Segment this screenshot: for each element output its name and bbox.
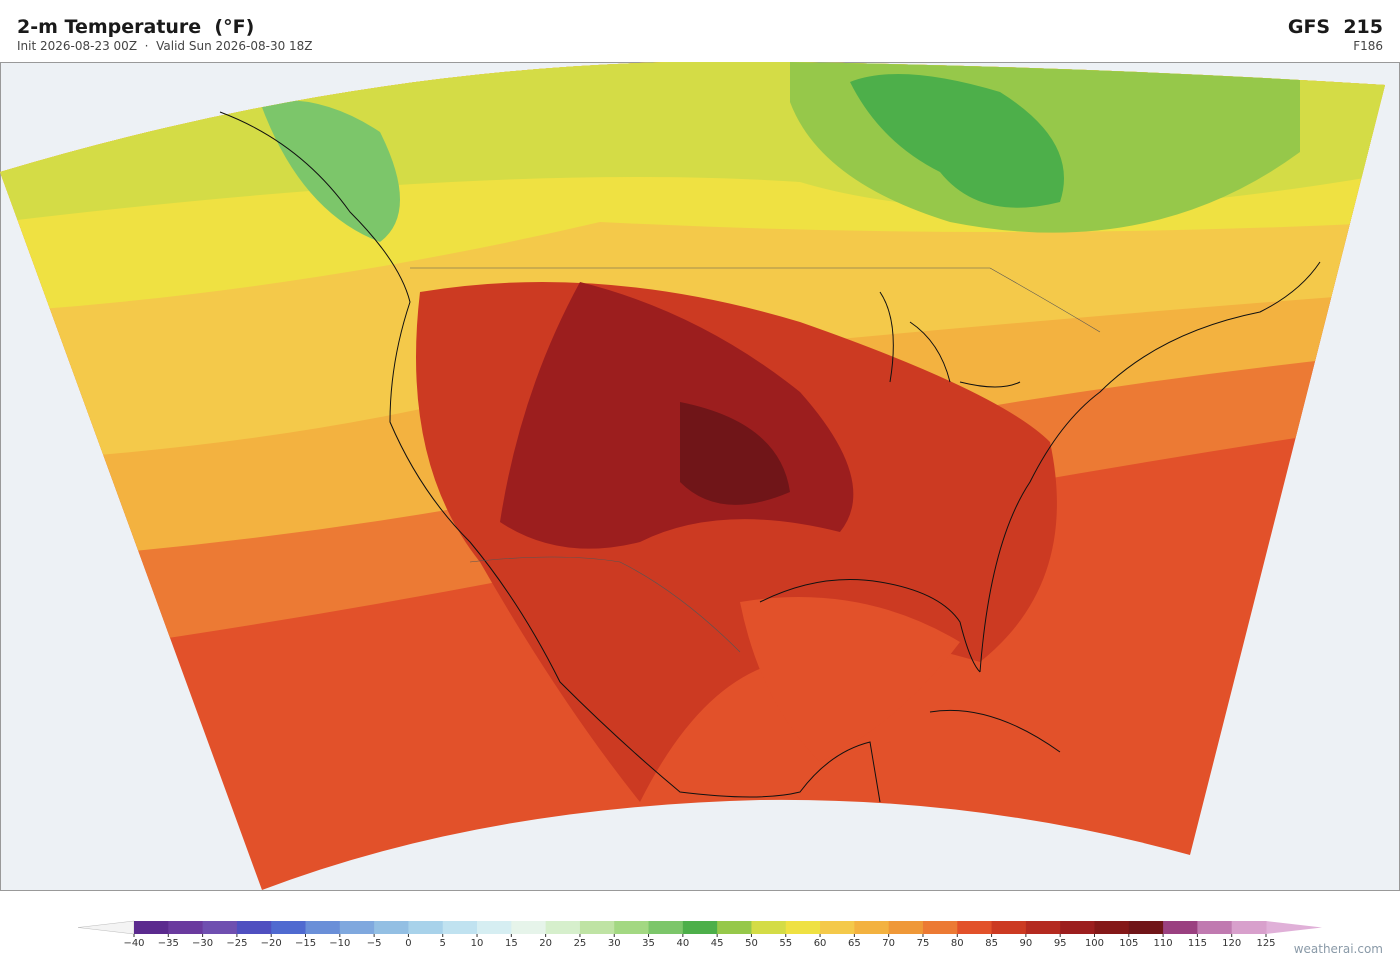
colorbar-segment [168, 921, 204, 934]
temperature-field [0, 62, 1385, 890]
colorbar-segment [1231, 921, 1267, 934]
colorbar-segment [717, 921, 752, 934]
colorbar-segment [1094, 921, 1130, 934]
colorbar-segment [236, 921, 272, 934]
colorbar-tick-label: 15 [505, 938, 518, 949]
colorbar-under [77, 920, 135, 935]
colorbar-tick-label: 65 [848, 938, 861, 949]
colorbar-tick-label: 95 [1054, 938, 1067, 949]
colorbar-tick-label: 100 [1085, 938, 1104, 949]
colorbar-tick-label: 55 [779, 938, 792, 949]
credit: weatherai.com [1293, 942, 1383, 956]
colorbar-segment [922, 921, 958, 934]
colorbar-tick-label: −10 [329, 938, 350, 949]
colorbar-segment [957, 921, 993, 934]
colorbar-tick-label: 20 [539, 938, 552, 949]
colorbar-segment [442, 921, 478, 934]
colorbar-segment [545, 921, 581, 934]
colorbar-tick-label: 0 [405, 938, 411, 949]
colorbar-segment [1163, 921, 1198, 934]
colorbar-tick-label: 35 [642, 938, 655, 949]
colorbar-tick-label: −35 [158, 938, 179, 949]
colorbar-tick-label: 105 [1119, 938, 1138, 949]
colorbar-tick-label: −20 [261, 938, 282, 949]
colorbar-tick-label: 85 [985, 938, 998, 949]
colorbar-segment [339, 921, 375, 934]
map-subtitle: Init 2026-08-23 00Z · Valid Sun 2026-08-… [17, 39, 313, 53]
borders [410, 267, 1101, 653]
colorbar-segment [785, 921, 821, 934]
colorbar-tick-label: 60 [814, 938, 827, 949]
colorbar-tick-label: 75 [917, 938, 930, 949]
colorbar-tick-label: 90 [1020, 938, 1033, 949]
colorbar-segment [682, 921, 718, 934]
colorbar-segment [477, 921, 512, 934]
colorbar-segment [134, 921, 169, 934]
colorbar-tick-label: 70 [882, 938, 895, 949]
colorbar-segment [305, 921, 341, 934]
colorbar-segment [202, 921, 238, 934]
colorbar-tick-label: −40 [123, 938, 144, 949]
colorbar-tick-label: 80 [951, 938, 964, 949]
colorbar-segment [1025, 921, 1061, 934]
colorbar-tick-label: 40 [676, 938, 689, 949]
colorbar-tick-label: 50 [745, 938, 758, 949]
colorbar-segment [374, 921, 409, 934]
colorbar-segment [1060, 921, 1095, 934]
colorbar-tick-label: 10 [471, 938, 484, 949]
colorbar-tick-label: −30 [192, 938, 213, 949]
colorbar-tick-label: 115 [1188, 938, 1207, 949]
colorbar-tick-label: −15 [295, 938, 316, 949]
colorbar-segment [511, 921, 547, 934]
colorbar-segment [271, 921, 307, 934]
model-name: GFS 215 [1287, 16, 1383, 38]
colorbar-segment [820, 921, 855, 934]
colorbar-segment [1128, 921, 1164, 934]
map-title: 2-m Temperature (°F) [17, 16, 255, 38]
map [0, 62, 1400, 891]
colorbar-tick-label: 125 [1256, 938, 1275, 949]
colorbar-tick-label: 25 [574, 938, 587, 949]
colorbar-tick-label: −25 [226, 938, 247, 949]
colorbar-segment [991, 921, 1027, 934]
colorbar-tick-label: 5 [440, 938, 446, 949]
colorbar-tick-label: 45 [711, 938, 724, 949]
colorbar-segment [408, 921, 444, 934]
colorbar-over [1266, 921, 1322, 934]
colorbar: −40 −35 −30 −25 −20 −15 −10 −5 0 5 10 15 20 25 30 35 40 4… [77, 920, 1322, 949]
colorbar-tick-label: 120 [1222, 938, 1241, 949]
colorbar-tick-label: 110 [1154, 938, 1173, 949]
colorbar-segment [614, 921, 650, 934]
colorbar-segment [854, 921, 890, 934]
colorbar-segment [1197, 921, 1233, 934]
colorbar-segment [888, 921, 924, 934]
colorbar-segment [648, 921, 684, 934]
colorbar-tick-label: 30 [608, 938, 621, 949]
forecast-hour: F186 [1353, 39, 1383, 53]
coastlines [219, 111, 1321, 803]
colorbar-tick-label: −5 [367, 938, 382, 949]
colorbar-segment [751, 921, 787, 934]
colorbar-segment [579, 921, 615, 934]
